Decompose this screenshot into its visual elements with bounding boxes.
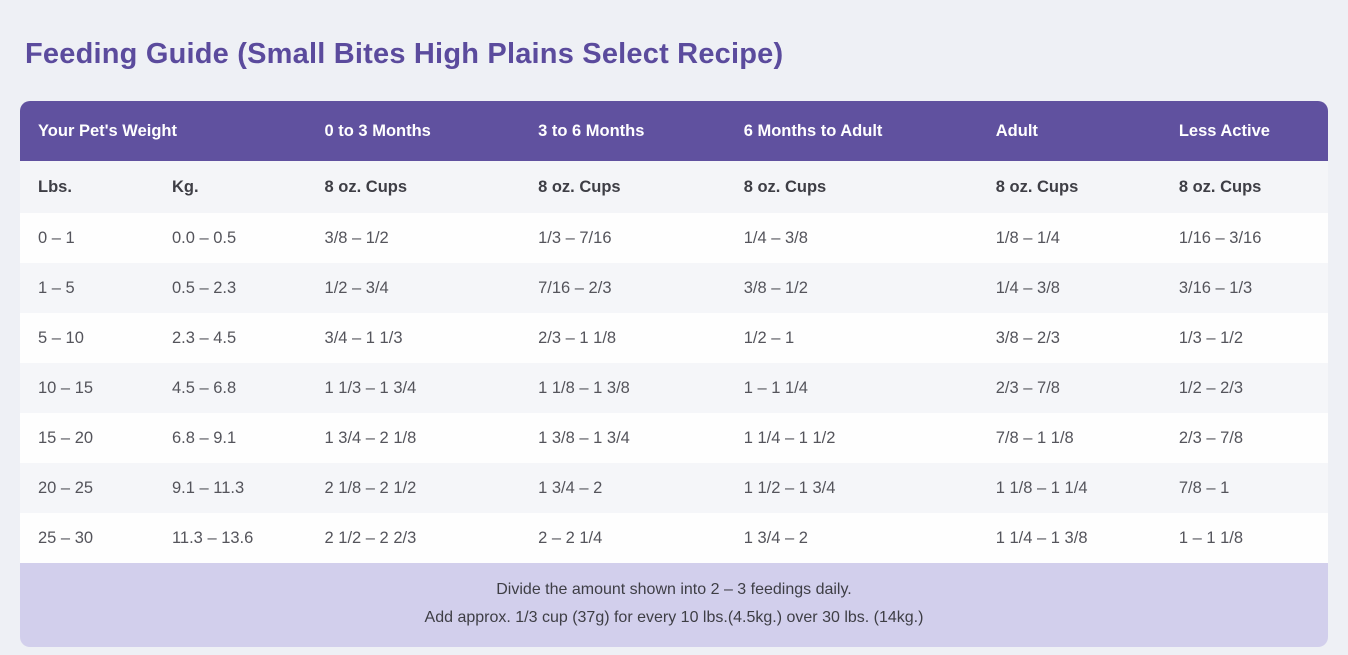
page-title: Feeding Guide (Small Bites High Plains S… bbox=[25, 38, 784, 70]
header-0-to-3-months: 0 to 3 Months bbox=[306, 101, 521, 161]
table-cell: 1/3 – 7/16 bbox=[520, 213, 726, 263]
footer-note-line-1: Divide the amount shown into 2 – 3 feedi… bbox=[496, 581, 852, 598]
table-cell: 1/4 – 3/8 bbox=[725, 213, 978, 263]
table-cell: 3/16 – 1/3 bbox=[1160, 263, 1328, 313]
table-row: 15 – 20 6.8 – 9.1 1 3/4 – 2 1/8 1 3/8 – 1 3… bbox=[20, 413, 1328, 463]
table-cell: 1/2 – 1 bbox=[725, 313, 978, 363]
table-body: 0 – 1 0.0 – 0.5 3/8 – 1/2 1/3 – 7/16 1/4 – 3… bbox=[20, 213, 1328, 563]
table-row: 5 – 10 2.3 – 4.5 3/4 – 1 1/3 2/3 – 1 1/8 1/2… bbox=[20, 313, 1328, 363]
table-cell: 1/2 – 2/3 bbox=[1160, 363, 1328, 413]
feeding-guide-table-card: Your Pet's Weight 0 to 3 Months 3 to 6 M… bbox=[20, 101, 1328, 647]
table-row: 10 – 15 4.5 – 6.8 1 1/3 – 1 3/4 1 1/8 – 1 3… bbox=[20, 363, 1328, 413]
table-cell: 11.3 – 13.6 bbox=[153, 513, 307, 563]
table-cell: 0 – 1 bbox=[20, 213, 154, 263]
table-cell: 10 – 15 bbox=[20, 363, 154, 413]
feeding-guide-table: Your Pet's Weight 0 to 3 Months 3 to 6 M… bbox=[20, 101, 1328, 563]
header-adult: Adult bbox=[977, 101, 1161, 161]
table-cell: 15 – 20 bbox=[20, 413, 154, 463]
table-cell: 1 3/4 – 2 bbox=[520, 463, 726, 513]
table-cell: 0.5 – 2.3 bbox=[153, 263, 307, 313]
table-cell: 7/16 – 2/3 bbox=[520, 263, 726, 313]
table-cell: 25 – 30 bbox=[20, 513, 154, 563]
table-cell: 1/3 – 1/2 bbox=[1160, 313, 1328, 363]
table-cell: 1 – 1 1/8 bbox=[1160, 513, 1328, 563]
table-cell: 3/8 – 1/2 bbox=[725, 263, 978, 313]
table-cell: 4.5 – 6.8 bbox=[153, 363, 307, 413]
table-footer-note: Divide the amount shown into 2 – 3 feedi… bbox=[20, 563, 1328, 647]
table-cell: 2/3 – 7/8 bbox=[977, 363, 1161, 413]
table-cell: 2 1/8 – 2 1/2 bbox=[306, 463, 521, 513]
header-your-pets-weight: Your Pet's Weight bbox=[20, 101, 307, 161]
subheader-cups-1: 8 oz. Cups bbox=[306, 161, 521, 213]
table-cell: 1 1/3 – 1 3/4 bbox=[306, 363, 521, 413]
table-cell: 1 1/4 – 1 1/2 bbox=[725, 413, 978, 463]
table-cell: 20 – 25 bbox=[20, 463, 154, 513]
table-cell: 0.0 – 0.5 bbox=[153, 213, 307, 263]
table-cell: 3/4 – 1 1/3 bbox=[306, 313, 521, 363]
subheader-cups-4: 8 oz. Cups bbox=[977, 161, 1161, 213]
subheader-lbs: Lbs. bbox=[20, 161, 154, 213]
table-cell: 6.8 – 9.1 bbox=[153, 413, 307, 463]
subheader-cups-5: 8 oz. Cups bbox=[1160, 161, 1328, 213]
table-subheader-row: Lbs. Kg. 8 oz. Cups 8 oz. Cups 8 oz. Cup… bbox=[20, 161, 1328, 213]
table-cell: 3/8 – 1/2 bbox=[306, 213, 521, 263]
table-cell: 1/16 – 3/16 bbox=[1160, 213, 1328, 263]
table-cell: 2 – 2 1/4 bbox=[520, 513, 726, 563]
table-cell: 1/8 – 1/4 bbox=[977, 213, 1161, 263]
table-cell: 7/8 – 1 bbox=[1160, 463, 1328, 513]
table-cell: 1 – 1 1/4 bbox=[725, 363, 978, 413]
table-cell: 1/2 – 3/4 bbox=[306, 263, 521, 313]
subheader-cups-3: 8 oz. Cups bbox=[725, 161, 978, 213]
table-cell: 1 1/8 – 1 3/8 bbox=[520, 363, 726, 413]
subheader-kg: Kg. bbox=[153, 161, 307, 213]
subheader-cups-2: 8 oz. Cups bbox=[520, 161, 726, 213]
table-cell: 2 1/2 – 2 2/3 bbox=[306, 513, 521, 563]
table-cell: 1 3/4 – 2 1/8 bbox=[306, 413, 521, 463]
table-row: 1 – 5 0.5 – 2.3 1/2 – 3/4 7/16 – 2/3 3/8 – 1… bbox=[20, 263, 1328, 313]
table-cell: 2/3 – 1 1/8 bbox=[520, 313, 726, 363]
table-cell: 1 1/4 – 1 3/8 bbox=[977, 513, 1161, 563]
header-less-active: Less Active bbox=[1160, 101, 1328, 161]
table-cell: 3/8 – 2/3 bbox=[977, 313, 1161, 363]
table-cell: 2/3 – 7/8 bbox=[1160, 413, 1328, 463]
footer-note-line-2: Add approx. 1/3 cup (37g) for every 10 l… bbox=[424, 609, 924, 626]
table-cell: 2.3 – 4.5 bbox=[153, 313, 307, 363]
table-cell: 1 1/2 – 1 3/4 bbox=[725, 463, 978, 513]
table-cell: 9.1 – 11.3 bbox=[153, 463, 307, 513]
table-row: 0 – 1 0.0 – 0.5 3/8 – 1/2 1/3 – 7/16 1/4 – 3… bbox=[20, 213, 1328, 263]
table-header-row: Your Pet's Weight 0 to 3 Months 3 to 6 M… bbox=[20, 101, 1328, 161]
table-cell: 1 1/8 – 1 1/4 bbox=[977, 463, 1161, 513]
header-6-months-to-adult: 6 Months to Adult bbox=[725, 101, 978, 161]
table-cell: 7/8 – 1 1/8 bbox=[977, 413, 1161, 463]
table-row: 25 – 30 11.3 – 13.6 2 1/2 – 2 2/3 2 – 2 1/4… bbox=[20, 513, 1328, 563]
table-cell: 1/4 – 3/8 bbox=[977, 263, 1161, 313]
table-cell: 1 3/8 – 1 3/4 bbox=[520, 413, 726, 463]
table-cell: 1 3/4 – 2 bbox=[725, 513, 978, 563]
header-3-to-6-months: 3 to 6 Months bbox=[520, 101, 726, 161]
table-cell: 5 – 10 bbox=[20, 313, 154, 363]
table-cell: 1 – 5 bbox=[20, 263, 154, 313]
